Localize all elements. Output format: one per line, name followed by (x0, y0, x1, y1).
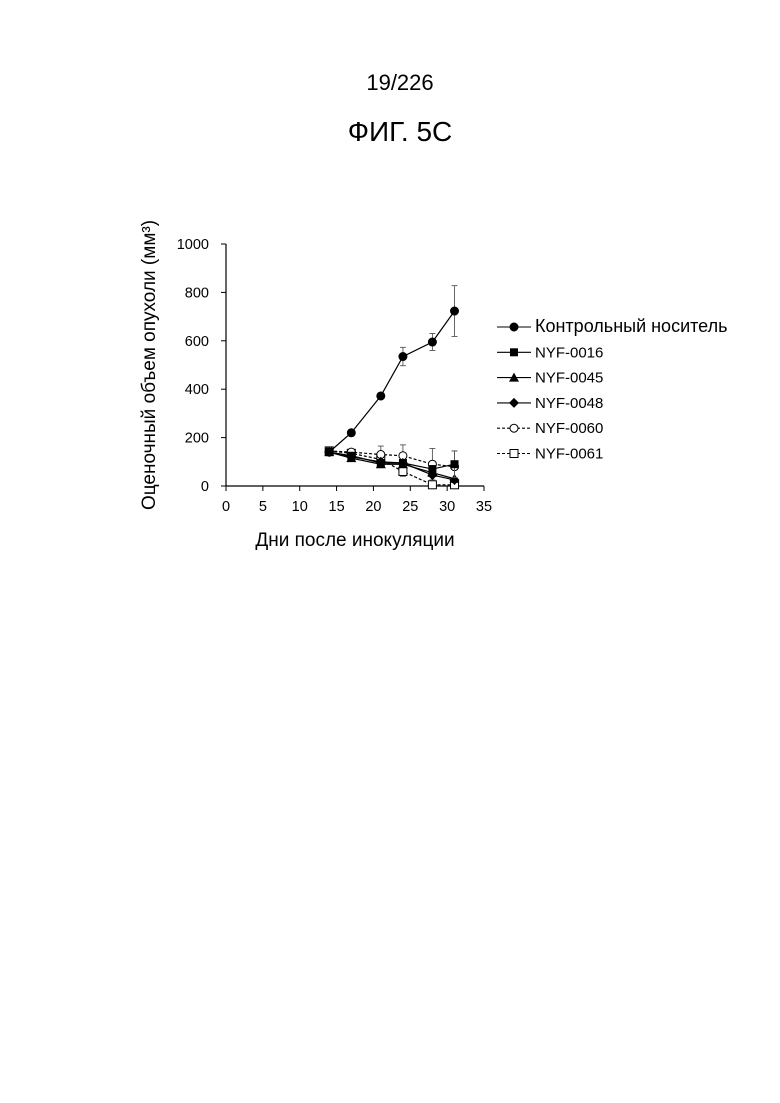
x-tick-label: 20 (365, 499, 381, 515)
x-axis-label: Дни после инокуляции (255, 530, 454, 551)
x-tick-label: 5 (259, 499, 267, 515)
data-point (377, 459, 385, 467)
series-0 (325, 286, 458, 456)
data-point (428, 481, 436, 489)
legend-label: NYF-0061 (535, 446, 603, 463)
data-point (451, 307, 459, 315)
data-point (377, 392, 385, 400)
data-point (399, 353, 407, 361)
legend-label: NYF-0045 (535, 370, 603, 387)
data-point (428, 338, 436, 346)
data-point (347, 429, 355, 437)
legend-marker (510, 424, 518, 432)
x-tick-label: 15 (329, 499, 345, 515)
plot-area (324, 286, 459, 489)
legend-marker (510, 348, 518, 356)
x-tick-label: 30 (439, 499, 455, 515)
legend-label: Контрольный носитель (535, 316, 727, 336)
data-point (399, 467, 407, 475)
legend-item-4: NYF-0060 (497, 420, 603, 437)
data-point (451, 460, 459, 468)
legend-label: NYF-0016 (535, 344, 603, 361)
y-tick-label: 200 (185, 431, 209, 447)
x-ticks: 0 5 10 15 20 25 30 35 (222, 486, 492, 515)
legend-item-0: Контрольный носитель (497, 316, 727, 336)
y-tick-label: 0 (201, 479, 209, 495)
data-point (347, 452, 355, 460)
legend-marker (510, 323, 518, 331)
legend-marker (509, 398, 519, 408)
x-tick-label: 0 (222, 499, 230, 515)
y-ticks: 0 200 400 600 800 1000 (177, 237, 226, 495)
data-point (399, 459, 407, 467)
x-tick-label: 35 (476, 499, 492, 515)
legend-item-3: NYF-0048 (497, 395, 603, 412)
x-tick-label: 10 (292, 499, 308, 515)
legend: Контрольный носитель NYF-0016 NYF-0045 NYF-… (497, 316, 727, 463)
tumor-volume-chart: 0 200 400 600 800 1000 0 5 10 15 20 25 30 35 Оценочн… (0, 0, 780, 600)
legend-label: NYF-0048 (535, 395, 603, 412)
legend-label: NYF-0060 (535, 420, 603, 437)
legend-item-5: NYF-0061 (497, 446, 603, 463)
data-point (428, 465, 436, 473)
data-point (325, 448, 333, 456)
y-tick-label: 1000 (177, 237, 209, 253)
legend-item-2: NYF-0045 (497, 370, 603, 387)
y-tick-label: 800 (185, 285, 209, 301)
x-tick-label: 25 (402, 499, 418, 515)
y-tick-label: 600 (185, 334, 209, 350)
y-axis-label: Оценочный объем опухоли (мм³) (139, 220, 160, 510)
legend-marker (510, 450, 518, 458)
y-tick-label: 400 (185, 382, 209, 398)
legend-item-1: NYF-0016 (497, 344, 603, 361)
